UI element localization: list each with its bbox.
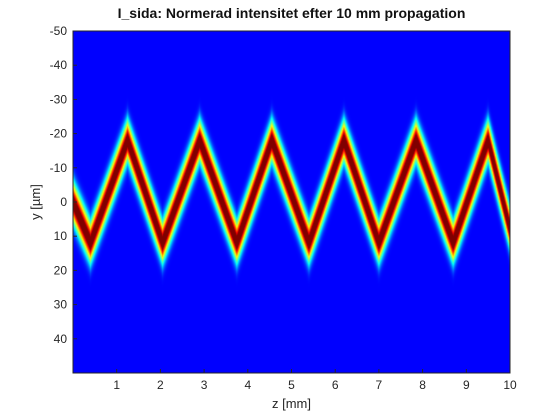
chart-title: I_sida: Normerad intensitet efter 10 mm … xyxy=(117,5,466,21)
y-tick-label: -40 xyxy=(50,58,68,72)
intensity-heatmap xyxy=(73,31,510,373)
y-tick-label: -10 xyxy=(50,161,68,175)
x-tick-label: 5 xyxy=(288,378,295,392)
x-tick-label: 1 xyxy=(113,378,120,392)
x-tick-label: 9 xyxy=(463,378,470,392)
y-tick-label: -50 xyxy=(50,24,68,38)
x-tick-label: 6 xyxy=(332,378,339,392)
x-tick-label: 4 xyxy=(244,378,251,392)
axis-ticks: 1 2 3 4 5 6 7 8 9 10 -50 -40 -30 -20 -10 0 10 20 30 40 xyxy=(50,24,517,392)
y-tick-label: 30 xyxy=(54,298,68,312)
y-tick-label: 20 xyxy=(54,263,68,277)
y-tick-label: 10 xyxy=(54,229,68,243)
x-axis-label: z [mm] xyxy=(272,396,311,411)
x-tick-label: 7 xyxy=(376,378,383,392)
x-tick-label: 10 xyxy=(503,378,517,392)
x-tick-label: 8 xyxy=(419,378,426,392)
x-tick-label: 2 xyxy=(157,378,164,392)
y-axis-label: y [µm] xyxy=(28,184,43,220)
y-tick-label: 0 xyxy=(60,195,67,209)
y-tick-label: -30 xyxy=(50,92,68,106)
y-tick-label: 40 xyxy=(54,332,68,346)
x-tick-label: 3 xyxy=(201,378,208,392)
y-tick-label: -20 xyxy=(50,127,68,141)
plot-frame xyxy=(72,30,511,374)
